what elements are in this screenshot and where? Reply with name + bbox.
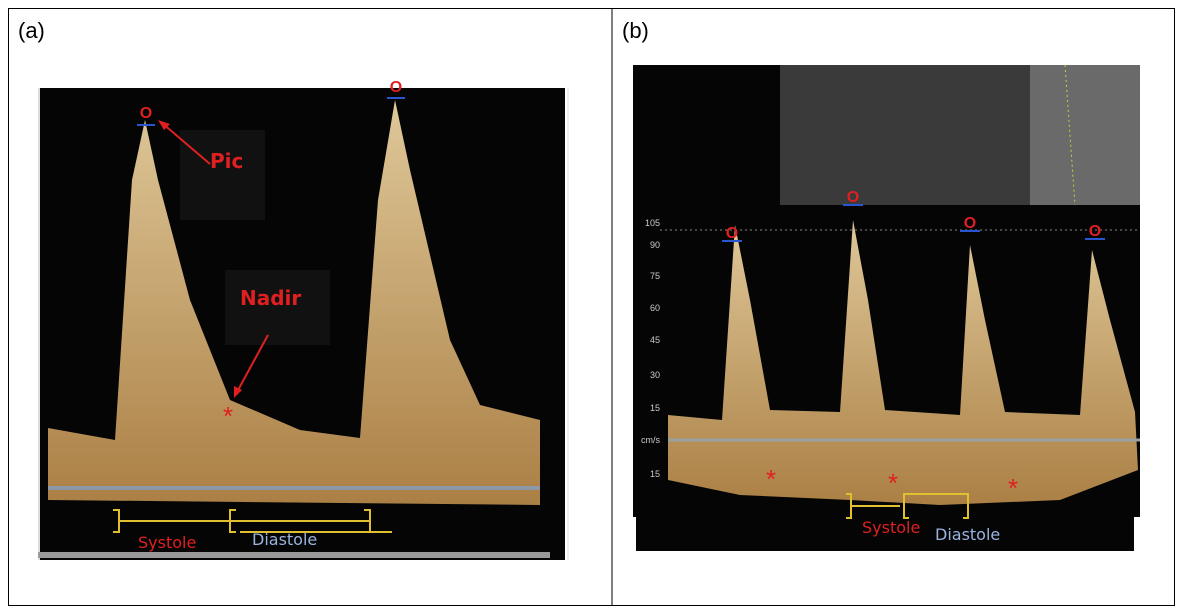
peak-marker: O	[1089, 223, 1101, 240]
annotation-systole: Systole	[138, 533, 196, 552]
scale-label: 75	[650, 271, 660, 281]
scale-label: 105	[645, 218, 660, 228]
scale-label: 60	[650, 303, 660, 313]
peak-marker: O	[390, 79, 402, 96]
peak-marker: O	[964, 215, 976, 232]
panel-label: (b)	[622, 18, 649, 43]
annotation-diastole: Diastole	[252, 530, 317, 549]
svg-text:*: *	[766, 464, 776, 494]
svg-text:*: *	[223, 401, 233, 431]
doppler-image-a: *	[38, 88, 569, 560]
peak-marker: O	[847, 189, 859, 206]
scale-label: 45	[650, 335, 660, 345]
svg-text:*: *	[888, 468, 898, 498]
scale-label: 90	[650, 240, 660, 250]
annotation-systole: Systole	[862, 518, 920, 537]
scale-label: 30	[650, 370, 660, 380]
annotation-peak: Pic	[210, 149, 243, 173]
peak-marker: O	[140, 105, 152, 122]
doppler-image-b: * * *	[633, 64, 1140, 551]
peak-marker: O	[726, 225, 738, 242]
svg-text:*: *	[1008, 473, 1018, 503]
annotation-nadir: Nadir	[240, 286, 301, 310]
scale-label: cm/s	[641, 435, 660, 445]
panel-label: (a)	[18, 18, 45, 43]
annotation-diastole: Diastole	[935, 525, 1000, 544]
scale-label: 15	[650, 403, 660, 413]
scale-label: 15	[650, 469, 660, 479]
